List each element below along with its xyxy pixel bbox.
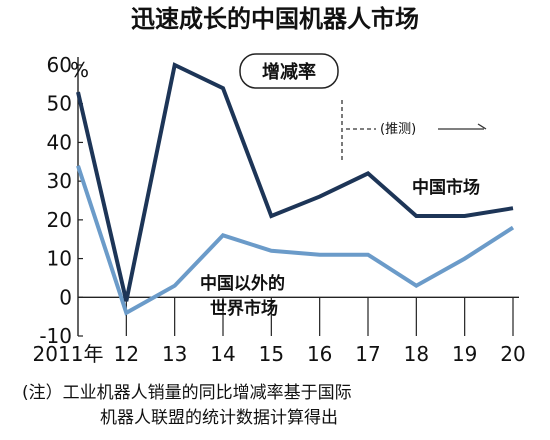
y-tick-label: 10 <box>47 247 72 271</box>
x-tick-label: 17 <box>355 342 380 366</box>
x-tick-label: 12 <box>114 342 139 366</box>
forecast-arrow-head <box>477 123 487 130</box>
x-tick-label: 16 <box>307 342 332 366</box>
footnote-line2: 机器人联盟的统计数据计算得出 <box>100 408 338 428</box>
footnote-line1: (注）工业机器人销量的同比增减率基于国际 <box>22 383 352 403</box>
forecast-label: (推测) <box>380 122 416 137</box>
x-tick-label: 20 <box>500 342 525 366</box>
x-tick-label: 13 <box>162 342 187 366</box>
x-tick-label: 14 <box>210 342 235 366</box>
y-tick-label: 50 <box>47 92 72 116</box>
series-label-world-line1: 中国以外的 <box>200 273 285 294</box>
x-tick-label: 19 <box>452 342 477 366</box>
badge-frame <box>239 53 339 89</box>
series-line-world <box>76 165 515 316</box>
y-tick-label: 60 <box>47 53 72 77</box>
y-unit-label: % <box>70 58 89 82</box>
series-label-world-line2: 世界市场 <box>210 298 278 319</box>
x-tick-labels: 2011年 12 13 14 15 16 17 18 19 20 <box>33 297 526 366</box>
y-tick-label: -10 <box>39 324 72 348</box>
y-tick-label: 20 <box>47 208 72 232</box>
x-tick-label: 15 <box>259 342 284 366</box>
x-tick-label: 2011年 <box>33 342 104 366</box>
x-tick-label: 18 <box>404 342 429 366</box>
y-tick-labels: -10 0 10 20 30 40 50 60 <box>39 53 83 348</box>
badge-text: 增减率 <box>262 61 316 83</box>
y-tick-label: 30 <box>47 169 72 193</box>
series-line-china <box>76 62 514 302</box>
badge: 增减率 <box>239 53 339 89</box>
y-tick-label: 40 <box>47 130 72 154</box>
chart-title: 迅速成长的中国机器人市场 <box>131 5 419 33</box>
series-lines <box>76 62 515 316</box>
series-label-china: 中国市场 <box>412 177 480 198</box>
forecast-marker: (推测) <box>341 100 487 162</box>
y-tick-label: 0 <box>59 285 72 309</box>
